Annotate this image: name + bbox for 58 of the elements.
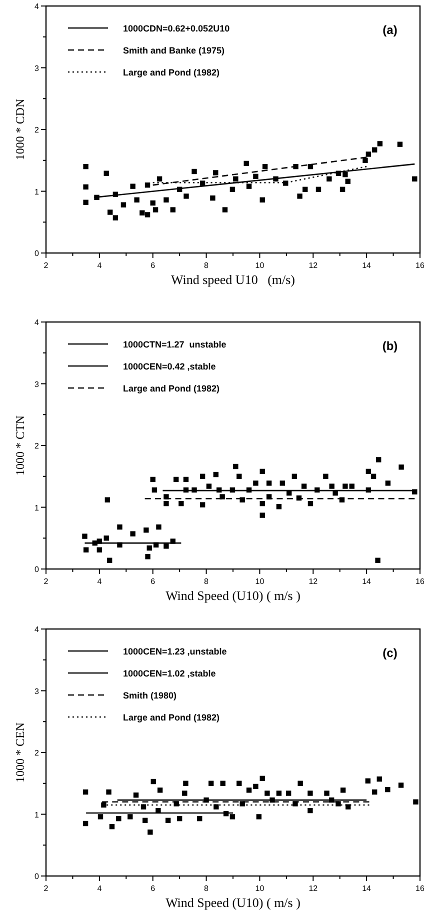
- x-tick-label: 14: [362, 884, 372, 893]
- y-tick-label: 1: [34, 503, 40, 512]
- legend-label: 1000CDN=0.62+0.052U10: [123, 24, 230, 34]
- annotation: (b): [382, 339, 398, 353]
- x-tick-label: 6: [150, 261, 156, 270]
- x-tick-label: 2: [44, 884, 49, 893]
- y-tick-label: 1: [34, 810, 40, 820]
- y-axis-title: 1000 * CEN: [13, 722, 27, 782]
- x-tick-label: 16: [416, 884, 424, 893]
- y-tick-label: 0: [34, 872, 40, 881]
- x-tick-label: 4: [97, 261, 102, 270]
- x-tick-label: 12: [308, 261, 318, 270]
- x-tick-label: 12: [308, 884, 318, 893]
- x-tick-label: 4: [97, 884, 102, 893]
- y-tick-label: 3: [34, 380, 40, 389]
- legend-label: Large and Pond (1982): [123, 712, 220, 722]
- y-tick-label: 2: [34, 126, 40, 134]
- y-tick-label: 3: [34, 64, 40, 73]
- x-tick-label: 8: [204, 884, 210, 893]
- x-tick-label: 2: [44, 261, 49, 270]
- x-tick-label: 16: [416, 261, 424, 270]
- y-tick-label: 1: [34, 187, 40, 196]
- x-axis-title: Wind Speed (U10) ( m/s ): [166, 588, 300, 603]
- y-tick-label: 0: [34, 249, 40, 258]
- x-tick-label: 4: [97, 577, 102, 586]
- y-tick-label: 2: [34, 748, 40, 758]
- y-tick-label: 4: [34, 318, 40, 327]
- y-tick-label: 4: [34, 2, 40, 11]
- legend-label: 1000CEN=1.23 ,unstable: [123, 646, 227, 656]
- x-tick-label: 2: [44, 577, 49, 586]
- x-tick-label: 8: [204, 577, 210, 586]
- x-tick-label: 16: [416, 577, 424, 586]
- x-tick-label: 14: [362, 577, 372, 586]
- x-tick-label: 6: [150, 884, 156, 893]
- y-tick-label: 4: [34, 625, 40, 634]
- legend-label: 1000CEN=1.02 ,stable: [123, 668, 216, 678]
- legend-label: Smith (1980): [123, 690, 177, 700]
- y-axis-title: 1000 * CTN: [13, 415, 27, 476]
- y-tick-label: 0: [34, 565, 40, 574]
- annotation: (a): [382, 23, 398, 37]
- y-tick-label: 3: [34, 686, 40, 696]
- x-tick-label: 14: [362, 261, 372, 270]
- legend-label: 1000CEN=0.42 ,stable: [123, 362, 216, 372]
- x-tick-label: 10: [255, 261, 265, 270]
- legend-label: Large and Pond (1982): [123, 384, 220, 394]
- x-tick-label: 10: [255, 577, 265, 586]
- x-tick-label: 10: [255, 884, 265, 893]
- x-tick-label: 12: [308, 577, 318, 586]
- x-axis-title: Wind Speed (U10) ( m/s ): [166, 895, 300, 910]
- annotation: (c): [382, 646, 398, 660]
- x-tick-label: 6: [150, 577, 156, 586]
- legend-label: Smith and Banke (1975): [123, 46, 225, 56]
- x-tick-label: 8: [204, 261, 210, 270]
- x-axis-title: Wind speed U10 (m/s): [170, 272, 296, 287]
- legend-label: 1000CTN=1.27 unstable: [123, 340, 226, 350]
- y-axis-title: 1000 * CDN: [13, 98, 27, 160]
- legend-label: Large and Pond (1982): [123, 68, 220, 78]
- y-tick-label: 2: [34, 442, 40, 450]
